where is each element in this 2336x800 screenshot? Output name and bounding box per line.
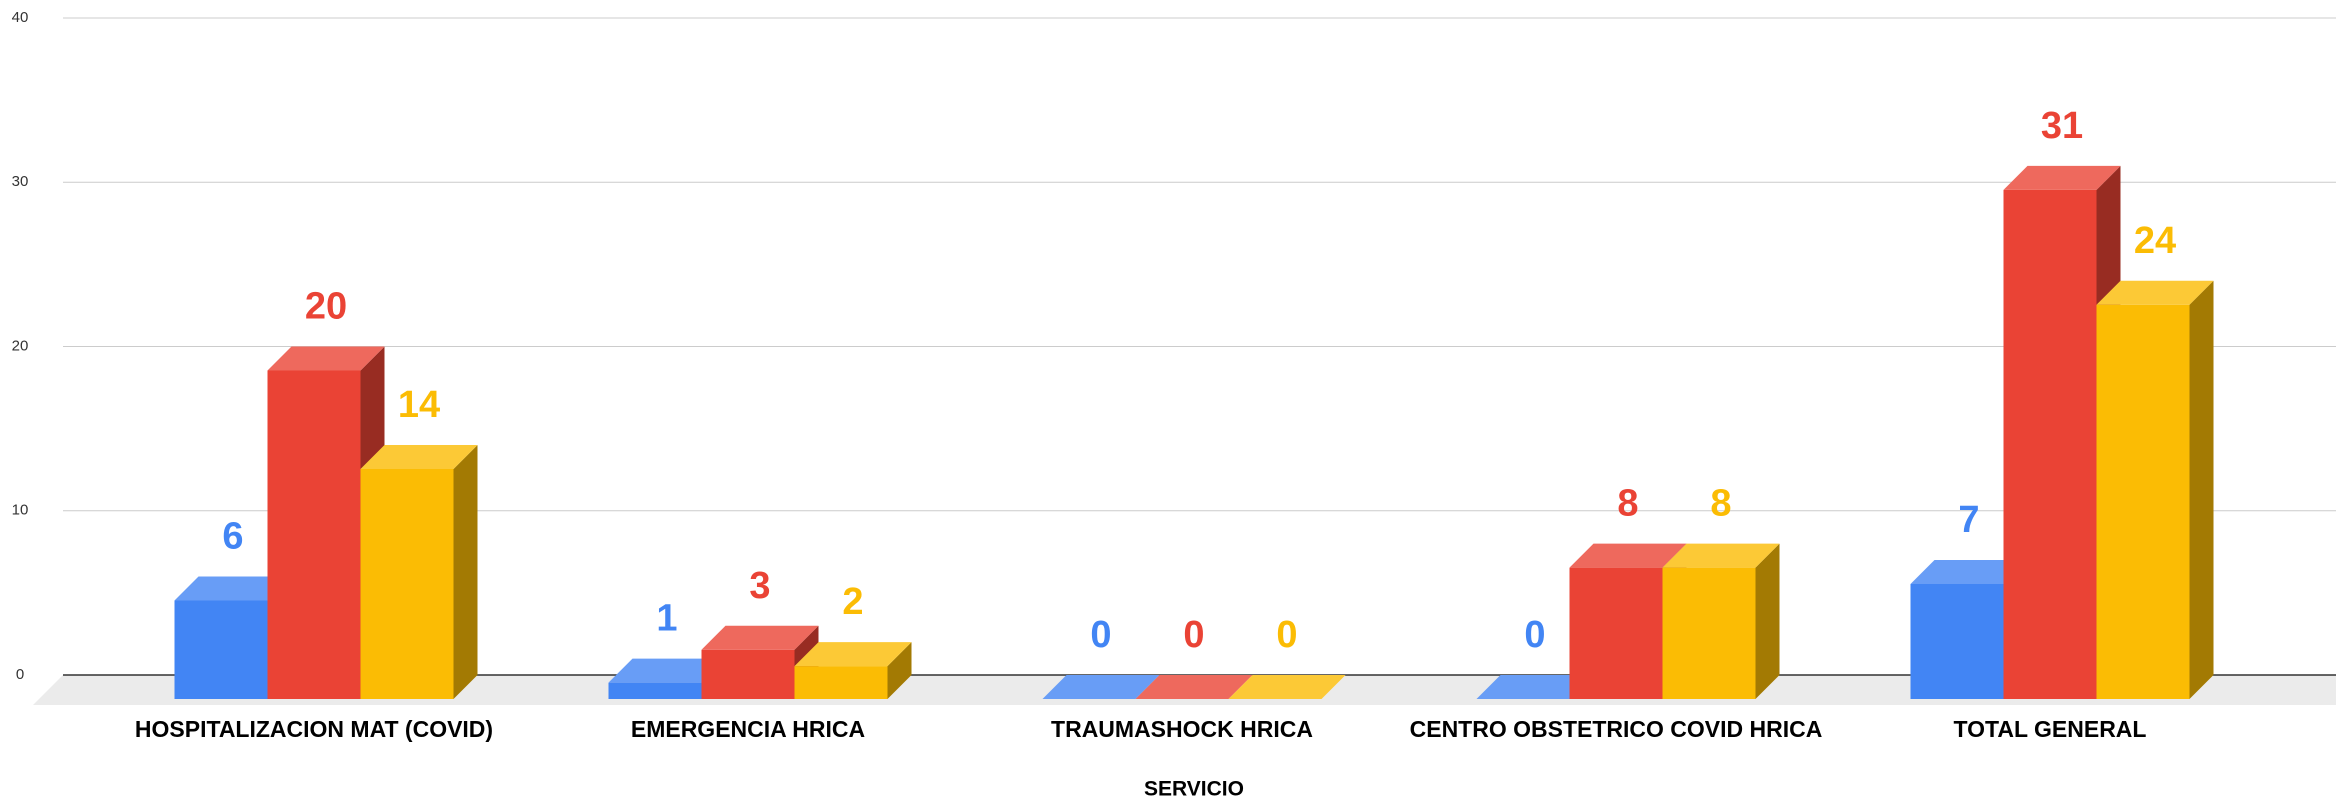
bar-side <box>453 445 478 699</box>
bar-top <box>1476 675 1594 699</box>
bar-front <box>174 600 268 699</box>
bar-front <box>794 666 888 699</box>
bar <box>1042 675 1160 699</box>
bar-top <box>1569 543 1687 568</box>
bar-top <box>794 642 912 667</box>
value-label: 0 <box>1276 614 1297 656</box>
value-label: 0 <box>1090 614 1111 656</box>
bar-top <box>1135 675 1253 699</box>
y-tick-label: 40 <box>12 9 29 26</box>
bar-front <box>1569 567 1663 699</box>
bar-top <box>608 658 726 683</box>
value-label: 3 <box>749 565 770 607</box>
value-label: 1 <box>656 598 677 640</box>
bar-front <box>267 370 361 699</box>
x-tick-label: TRAUMASHOCK HRICA <box>1051 716 1313 742</box>
value-label: 0 <box>1183 614 1204 656</box>
y-tick-label: 20 <box>12 337 29 354</box>
bar <box>1135 675 1253 699</box>
value-label: 8 <box>1710 483 1731 525</box>
value-label: 20 <box>305 286 347 328</box>
bar-side <box>1755 543 1780 699</box>
bar-front <box>2096 304 2190 699</box>
bar-front <box>701 649 795 699</box>
x-tick-label: CENTRO OBSTETRICO COVID HRICA <box>1410 716 1823 742</box>
bar-front <box>360 469 454 699</box>
bar-side <box>887 642 912 699</box>
bar <box>360 445 478 699</box>
bar <box>2096 280 2214 699</box>
bar-top <box>1042 675 1160 699</box>
value-label: 24 <box>2134 220 2176 262</box>
bar-top <box>2096 280 2214 305</box>
bar-top <box>1662 543 1780 568</box>
y-tick-label: 10 <box>12 502 29 519</box>
bar-top <box>267 346 385 371</box>
bar-front <box>1910 584 2004 699</box>
value-label: 8 <box>1617 483 1638 525</box>
x-tick-label: HOSPITALIZACION MAT (COVID) <box>135 716 493 742</box>
bar-top <box>1228 675 1346 699</box>
value-label: 7 <box>1958 499 1979 541</box>
bar-top <box>360 445 478 470</box>
value-label: 6 <box>222 515 243 557</box>
bar-top <box>701 625 819 650</box>
bar-front <box>608 682 702 699</box>
bar <box>1662 543 1780 699</box>
y-tick-label: 0 <box>16 666 24 683</box>
bar-side <box>2189 280 2214 699</box>
value-label: 2 <box>842 581 863 623</box>
bar <box>794 642 912 699</box>
bar-top <box>1910 560 2028 585</box>
bar-front <box>2003 189 2097 699</box>
bar <box>1476 675 1594 699</box>
x-axis-title: SERVICIO <box>1144 778 1244 800</box>
y-tick-label: 30 <box>12 173 29 190</box>
bar-front <box>1662 567 1756 699</box>
x-tick-label: EMERGENCIA HRICA <box>631 716 865 742</box>
value-label: 14 <box>398 384 440 426</box>
x-tick-label: TOTAL GENERAL <box>1954 716 2147 742</box>
value-label: 31 <box>2041 105 2083 147</box>
value-label: 0 <box>1524 614 1545 656</box>
bar-top <box>2003 165 2121 190</box>
bar <box>1228 675 1346 699</box>
bar-top <box>174 576 292 601</box>
